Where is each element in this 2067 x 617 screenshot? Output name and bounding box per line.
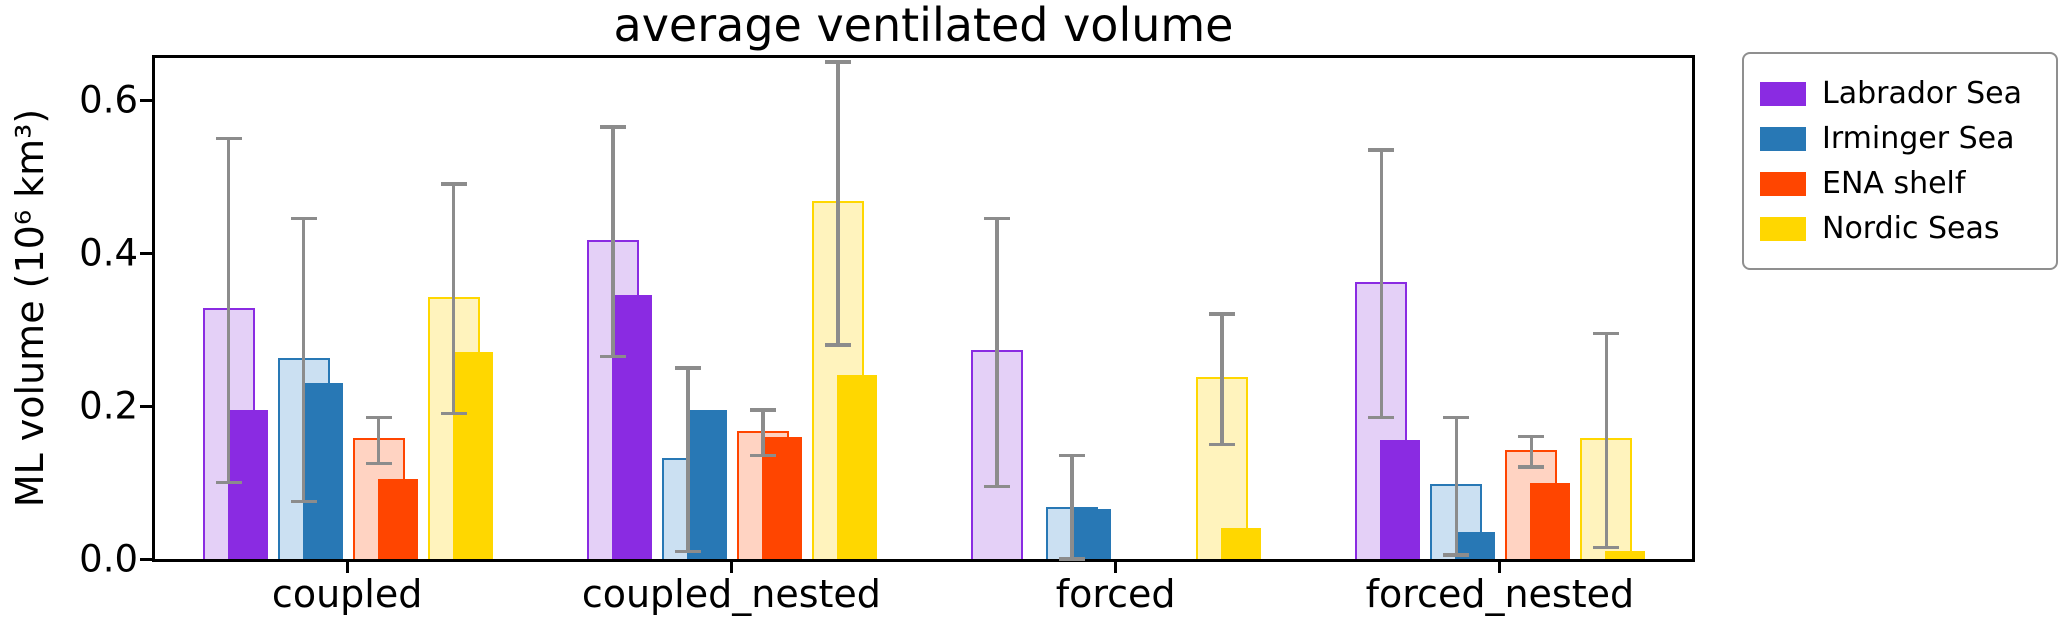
y-tick-label: 0.4: [79, 231, 138, 275]
bar-solid-nordic-seas-forced: [1221, 528, 1262, 559]
legend-swatch: [1760, 216, 1806, 241]
x-tick-mark: [345, 562, 349, 573]
error-cap-bottom-labrador-sea-forced_nested: [1368, 415, 1395, 420]
error-bar-labrador-sea-coupled_nested: [611, 126, 615, 357]
y-tick-label: 0.6: [79, 78, 138, 122]
legend-swatch: [1760, 81, 1806, 106]
y-axis-label: ML volume (10⁶ km³): [8, 108, 52, 508]
legend-label: Irminger Sea: [1822, 121, 2015, 156]
error-cap-bottom-irminger-sea-forced_nested: [1443, 553, 1470, 557]
error-cap-bottom-labrador-sea-coupled: [215, 480, 242, 485]
bar-solid-ena-shelf-forced_nested: [1530, 482, 1571, 559]
x-tick-mark: [1114, 562, 1118, 573]
y-tick-label: 0.0: [79, 537, 138, 581]
x-tick-label-coupled_nested: coupled_nested: [581, 572, 881, 616]
error-cap-top-irminger-sea-forced_nested: [1443, 415, 1470, 420]
bar-solid-irminger-sea-coupled: [302, 383, 343, 559]
error-cap-top-labrador-sea-forced: [984, 216, 1011, 221]
error-bar-irminger-sea-forced: [1070, 455, 1074, 559]
error-cap-bottom-ena-shelf-forced_nested: [1518, 465, 1545, 469]
bar-solid-nordic-seas-coupled_nested: [836, 375, 877, 559]
error-cap-bottom-ena-shelf-coupled_nested: [749, 453, 776, 458]
error-cap-bottom-labrador-sea-coupled_nested: [599, 354, 626, 359]
error-cap-bottom-nordic-seas-coupled: [440, 411, 467, 416]
error-cap-bottom-nordic-seas-forced: [1209, 442, 1236, 447]
bar-solid-labrador-sea-forced_nested: [1380, 440, 1421, 559]
error-bar-irminger-sea-forced_nested: [1454, 417, 1459, 556]
legend: Labrador Sea Irminger Sea ENA shelf Nord…: [1742, 52, 2058, 270]
legend-swatch: [1760, 171, 1806, 196]
plot-area: [152, 55, 1695, 562]
chart-title: average ventilated volume: [613, 0, 1234, 52]
error-cap-bottom-ena-shelf-coupled: [365, 461, 392, 466]
error-bar-nordic-seas-coupled_nested: [836, 61, 840, 345]
y-tick-mark: [140, 251, 152, 255]
bar-solid-nordic-seas-forced_nested: [1605, 551, 1646, 559]
bar-solid-irminger-sea-coupled_nested: [686, 409, 727, 559]
error-bar-labrador-sea-coupled: [226, 138, 231, 483]
y-tick-mark: [140, 98, 152, 102]
error-cap-top-irminger-sea-coupled: [290, 216, 317, 221]
y-tick-label: 0.2: [79, 384, 138, 428]
legend-label: Nordic Seas: [1822, 211, 2000, 246]
bar-solid-ena-shelf-coupled: [377, 478, 418, 559]
error-bar-labrador-sea-forced: [995, 218, 999, 487]
legend-label: ENA shelf: [1822, 166, 1966, 201]
error-cap-top-labrador-sea-coupled_nested: [599, 125, 626, 129]
bar-solid-labrador-sea-coupled: [227, 409, 268, 559]
x-tick-label-forced_nested: forced_nested: [1365, 572, 1635, 616]
error-cap-top-irminger-sea-coupled_nested: [674, 366, 701, 370]
x-tick-label-coupled: coupled: [271, 572, 423, 616]
legend-item-irminger-sea: Irminger Sea: [1760, 121, 2046, 156]
error-cap-bottom-nordic-seas-forced_nested: [1593, 545, 1620, 550]
error-bar-ena-shelf-coupled_nested: [761, 409, 765, 456]
legend-swatch: [1760, 126, 1806, 151]
error-cap-top-nordic-seas-coupled: [440, 182, 467, 186]
error-cap-top-ena-shelf-coupled_nested: [749, 408, 776, 412]
error-cap-top-labrador-sea-coupled: [215, 136, 242, 141]
error-cap-top-ena-shelf-forced_nested: [1518, 434, 1545, 439]
legend-label: Labrador Sea: [1822, 76, 2023, 111]
error-cap-bottom-irminger-sea-coupled: [290, 499, 317, 504]
error-cap-bottom-irminger-sea-coupled_nested: [674, 549, 701, 554]
error-bar-ena-shelf-forced_nested: [1529, 436, 1534, 468]
bar-solid-irminger-sea-forced: [1071, 509, 1112, 559]
legend-item-labrador-sea: Labrador Sea: [1760, 76, 2046, 111]
error-bar-irminger-sea-coupled_nested: [686, 367, 690, 552]
error-cap-top-nordic-seas-forced_nested: [1593, 331, 1620, 336]
error-cap-top-nordic-seas-coupled_nested: [824, 60, 851, 64]
error-bar-nordic-seas-forced_nested: [1604, 333, 1609, 548]
bar-solid-labrador-sea-coupled_nested: [611, 295, 652, 559]
y-tick-mark: [140, 557, 152, 561]
x-tick-label-forced: forced: [1055, 572, 1176, 616]
error-bar-labrador-sea-forced_nested: [1379, 149, 1384, 418]
legend-item-ena-shelf: ENA shelf: [1760, 166, 2046, 201]
error-cap-bottom-irminger-sea-forced: [1059, 557, 1086, 561]
bar-solid-nordic-seas-coupled: [452, 352, 493, 559]
error-bar-irminger-sea-coupled: [301, 218, 306, 502]
error-cap-top-ena-shelf-coupled: [365, 415, 392, 420]
error-bar-nordic-seas-forced: [1220, 314, 1224, 445]
error-cap-bottom-labrador-sea-forced: [984, 484, 1011, 489]
error-bar-nordic-seas-coupled: [451, 184, 456, 414]
error-cap-bottom-nordic-seas-coupled_nested: [824, 343, 851, 347]
legend-item-nordic-seas: Nordic Seas: [1760, 211, 2046, 246]
x-tick-mark: [729, 562, 733, 573]
error-cap-top-nordic-seas-forced: [1209, 312, 1236, 316]
error-cap-top-labrador-sea-forced_nested: [1368, 148, 1395, 152]
x-tick-mark: [1498, 562, 1502, 573]
error-bar-ena-shelf-coupled: [376, 417, 381, 464]
error-cap-top-irminger-sea-forced: [1059, 453, 1086, 458]
y-tick-mark: [140, 404, 152, 408]
